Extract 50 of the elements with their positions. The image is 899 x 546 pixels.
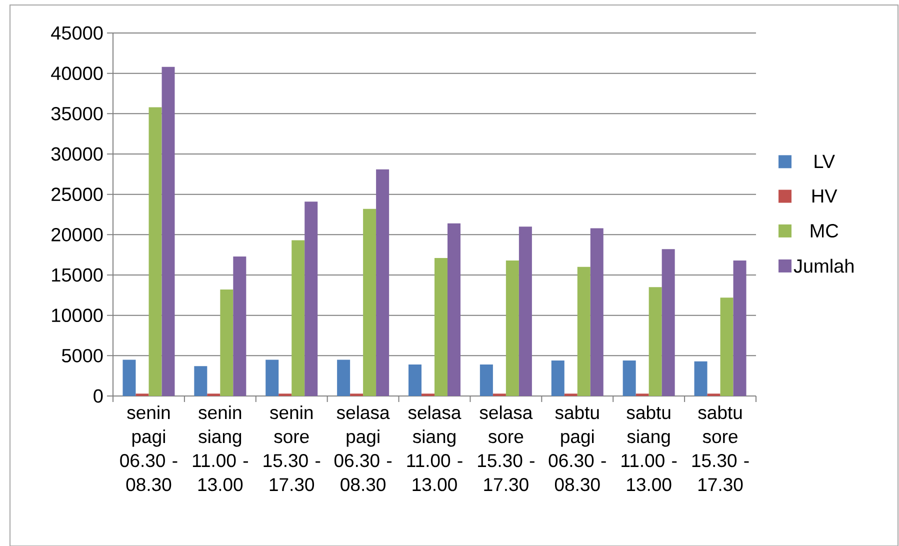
legend-label: HV [812, 189, 838, 203]
legend-label: MC [810, 224, 838, 238]
y-tick-label: 40000 [51, 66, 103, 80]
bar [304, 202, 318, 396]
bar [480, 364, 493, 396]
bar [122, 360, 136, 396]
bar [590, 228, 604, 396]
bar [220, 290, 234, 396]
bar [518, 226, 532, 396]
y-tick-label: 10000 [52, 308, 103, 322]
bar [694, 361, 708, 396]
x-tick-label: sabtu siang 11.00 - 13.00 [622, 406, 677, 492]
bar [434, 258, 448, 396]
legend-label: LV [814, 154, 835, 168]
x-tick-label: senin siang 11.00 - 13.00 [192, 406, 248, 492]
x-tick-label: sabtu sore 15.30 - 17.30 [692, 406, 749, 492]
bar [233, 256, 246, 396]
bar [662, 249, 675, 396]
legend-label: Jumlah [794, 258, 854, 273]
bar [648, 287, 662, 396]
bar [376, 169, 390, 396]
y-tick-label: 25000 [52, 188, 103, 202]
y-tick-label: 20000 [52, 228, 103, 242]
y-tick-label: 45000 [51, 26, 103, 40]
bar [720, 298, 734, 396]
x-tick-label: selasa sore 15.30 - 17.30 [478, 406, 534, 492]
x-tick-label: sabtu pagi 06.30 - 08.30 [548, 406, 606, 492]
y-tick-label: 5000 [62, 348, 103, 362]
y-tick-label: 0 [94, 389, 103, 403]
bar [363, 208, 376, 396]
bar [551, 360, 564, 396]
bar [162, 66, 175, 396]
bar [292, 240, 305, 396]
bar [148, 107, 162, 396]
bar [408, 364, 422, 396]
bar [622, 360, 636, 396]
x-tick-label: selasa pagi 06.30 - 08.30 [334, 406, 392, 492]
y-tick-label: 15000 [52, 268, 103, 282]
bar [733, 260, 746, 396]
bar [194, 366, 208, 396]
bar [337, 360, 350, 396]
bar [266, 360, 279, 396]
bar [506, 260, 519, 396]
y-tick-label: 35000 [51, 106, 103, 120]
x-tick-label: senin pagi 06.30 - 08.30 [120, 406, 178, 492]
bar [577, 266, 590, 396]
x-tick-label: senin sore 15.30 - 17.30 [264, 406, 320, 492]
bar [448, 223, 460, 396]
y-tick-label: 30000 [51, 147, 103, 161]
x-tick-label: selasa siang 11.00 - 13.00 [407, 406, 462, 492]
